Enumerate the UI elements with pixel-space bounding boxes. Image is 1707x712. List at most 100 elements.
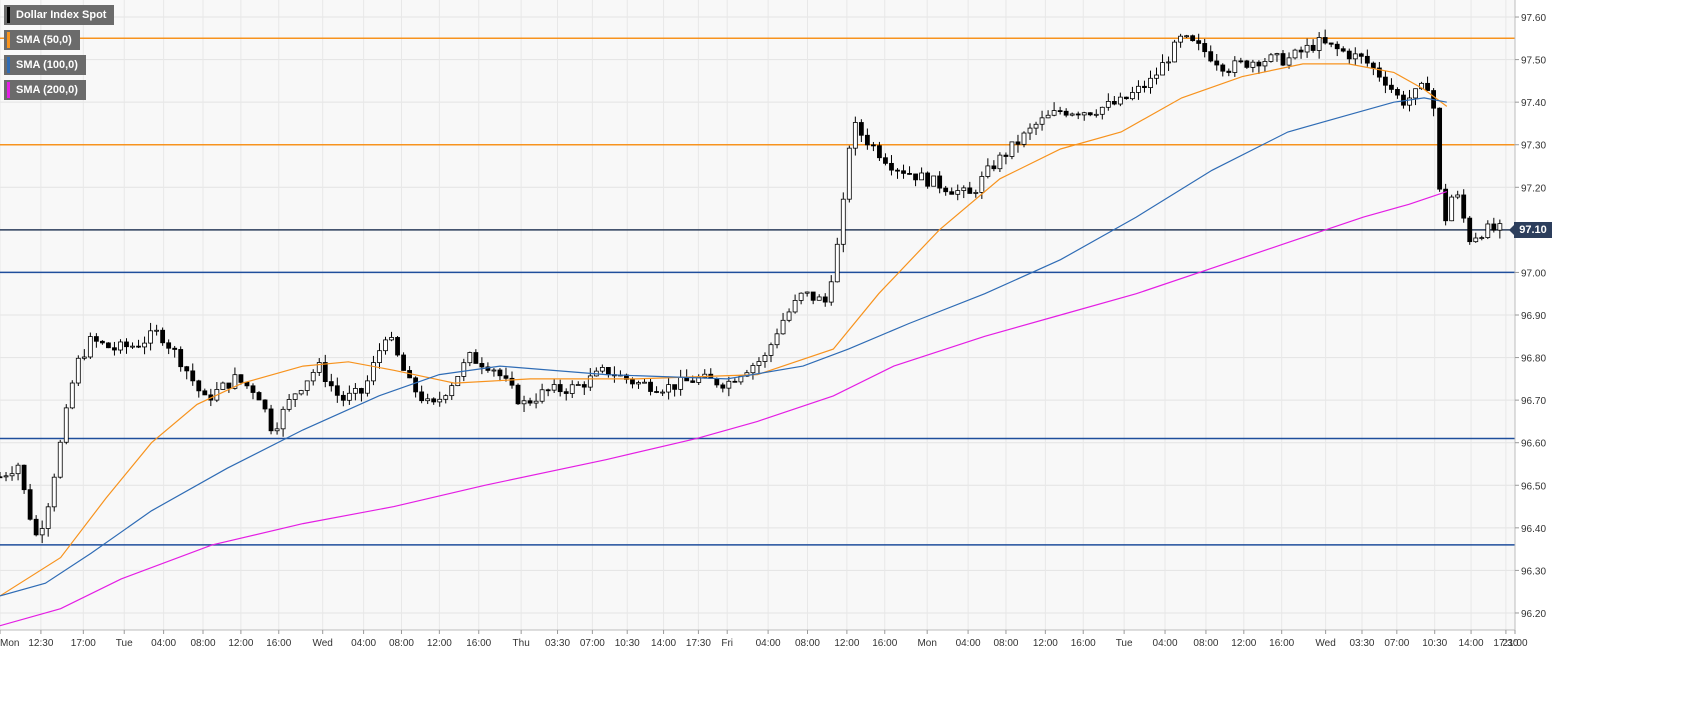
candle-body	[178, 349, 184, 368]
candle-body	[919, 172, 924, 181]
x-tick-label: 14:00	[1459, 638, 1484, 649]
candle-body	[1443, 188, 1449, 222]
legend-sma100[interactable]: SMA (100,0)	[4, 55, 86, 75]
candle-body	[232, 374, 238, 389]
candle-body	[184, 366, 190, 372]
candle-body	[895, 169, 900, 172]
grid-vertical	[0, 0, 1516, 630]
candle-body	[27, 489, 33, 520]
candle-body	[280, 408, 286, 430]
sma-line	[0, 63, 1448, 597]
x-tick-label: 03:30	[1349, 638, 1374, 649]
moving-averages	[0, 63, 1448, 627]
candle-body	[515, 384, 521, 405]
candle-body	[142, 342, 147, 348]
candle-body	[250, 385, 256, 393]
candle-body	[45, 506, 51, 529]
candle-body	[937, 175, 943, 189]
candle-body	[780, 319, 786, 335]
candle-body	[1238, 60, 1244, 63]
candle-body	[172, 347, 178, 350]
legend-title-label: Dollar Index Spot	[16, 9, 107, 21]
candle-body	[166, 342, 172, 349]
candle-body	[1449, 196, 1455, 222]
y-tick-label: 96.20	[1521, 609, 1546, 620]
candle-body	[678, 376, 684, 390]
candle-body	[0, 476, 3, 479]
sma-line	[0, 97, 1447, 597]
candle-body	[864, 134, 870, 146]
x-tick-label: 17:30	[1493, 638, 1518, 649]
legend-title[interactable]: Dollar Index Spot	[4, 5, 115, 25]
candle-body	[298, 390, 304, 395]
candle-body	[967, 187, 973, 194]
candle-body	[473, 352, 479, 364]
candle-body	[479, 363, 485, 368]
candle-body	[238, 374, 244, 383]
candle-body	[756, 361, 762, 366]
x-tick-label: Tue	[116, 638, 133, 649]
legend-sma200[interactable]: SMA (200,0)	[4, 80, 86, 100]
legend-sma50-label: SMA (50,0)	[16, 34, 72, 46]
x-tick-label: 17:30	[686, 638, 711, 649]
sma-line	[0, 191, 1447, 627]
x-tick-label: Wed	[312, 638, 332, 649]
candle-body	[1364, 55, 1370, 64]
candle-body	[828, 281, 834, 303]
legend-sma200-swatch	[7, 82, 10, 98]
candle-body	[389, 337, 394, 341]
candle-body	[774, 333, 780, 346]
candle-body	[587, 375, 593, 388]
candle-body	[979, 176, 985, 193]
candle-body	[1437, 107, 1443, 190]
candle-body	[1105, 101, 1111, 108]
x-tick-label: 16:00	[872, 638, 897, 649]
candle-body	[443, 395, 449, 400]
candle-body	[961, 187, 967, 191]
candle-body	[1172, 41, 1177, 63]
x-tick-label: 21:00	[1502, 638, 1527, 649]
candle-body	[1316, 37, 1322, 51]
y-tick-label: 96.80	[1521, 354, 1546, 365]
candle-body	[51, 476, 57, 508]
candle-body	[1346, 50, 1352, 60]
candle-body	[196, 380, 202, 392]
candle-body	[901, 170, 906, 174]
legend-sma50[interactable]: SMA (50,0)	[4, 30, 80, 50]
candle-body	[21, 464, 27, 491]
x-tick-label: 16:00	[266, 638, 291, 649]
candle-body	[99, 340, 105, 344]
candle-body	[1352, 53, 1358, 60]
candle-body	[949, 191, 955, 195]
candle-body	[106, 342, 111, 349]
candle-body	[274, 428, 280, 432]
candle-body	[304, 380, 310, 391]
candle-body	[9, 473, 15, 477]
candle-body	[81, 356, 87, 359]
candle-body	[599, 367, 605, 372]
candle-body	[1226, 70, 1232, 73]
candle-body	[491, 369, 497, 372]
candle-body	[1039, 117, 1045, 125]
candle-body	[1196, 40, 1202, 44]
candle-body	[798, 292, 804, 301]
y-tick-label: 96.70	[1521, 396, 1546, 407]
candle-body	[346, 392, 352, 401]
x-tick-label: 04:00	[151, 638, 176, 649]
candle-body	[39, 528, 45, 536]
candle-body	[563, 391, 569, 394]
y-axis-labels: 97.6097.5097.4097.3097.2097.1097.0096.90…	[1515, 13, 1546, 620]
legend-sma200-label: SMA (200,0)	[16, 84, 78, 96]
candle-body	[1111, 101, 1117, 105]
candle-body	[1033, 123, 1039, 129]
candle-body	[148, 330, 153, 344]
candle-body	[1389, 84, 1394, 90]
candle-body	[1419, 82, 1424, 90]
x-tick-label: 14:00	[651, 638, 676, 649]
candle-body	[124, 341, 129, 348]
candle-body	[792, 300, 798, 313]
candle-body	[762, 355, 768, 362]
candle-body	[328, 381, 334, 387]
x-tick-label: 10:30	[1422, 638, 1447, 649]
